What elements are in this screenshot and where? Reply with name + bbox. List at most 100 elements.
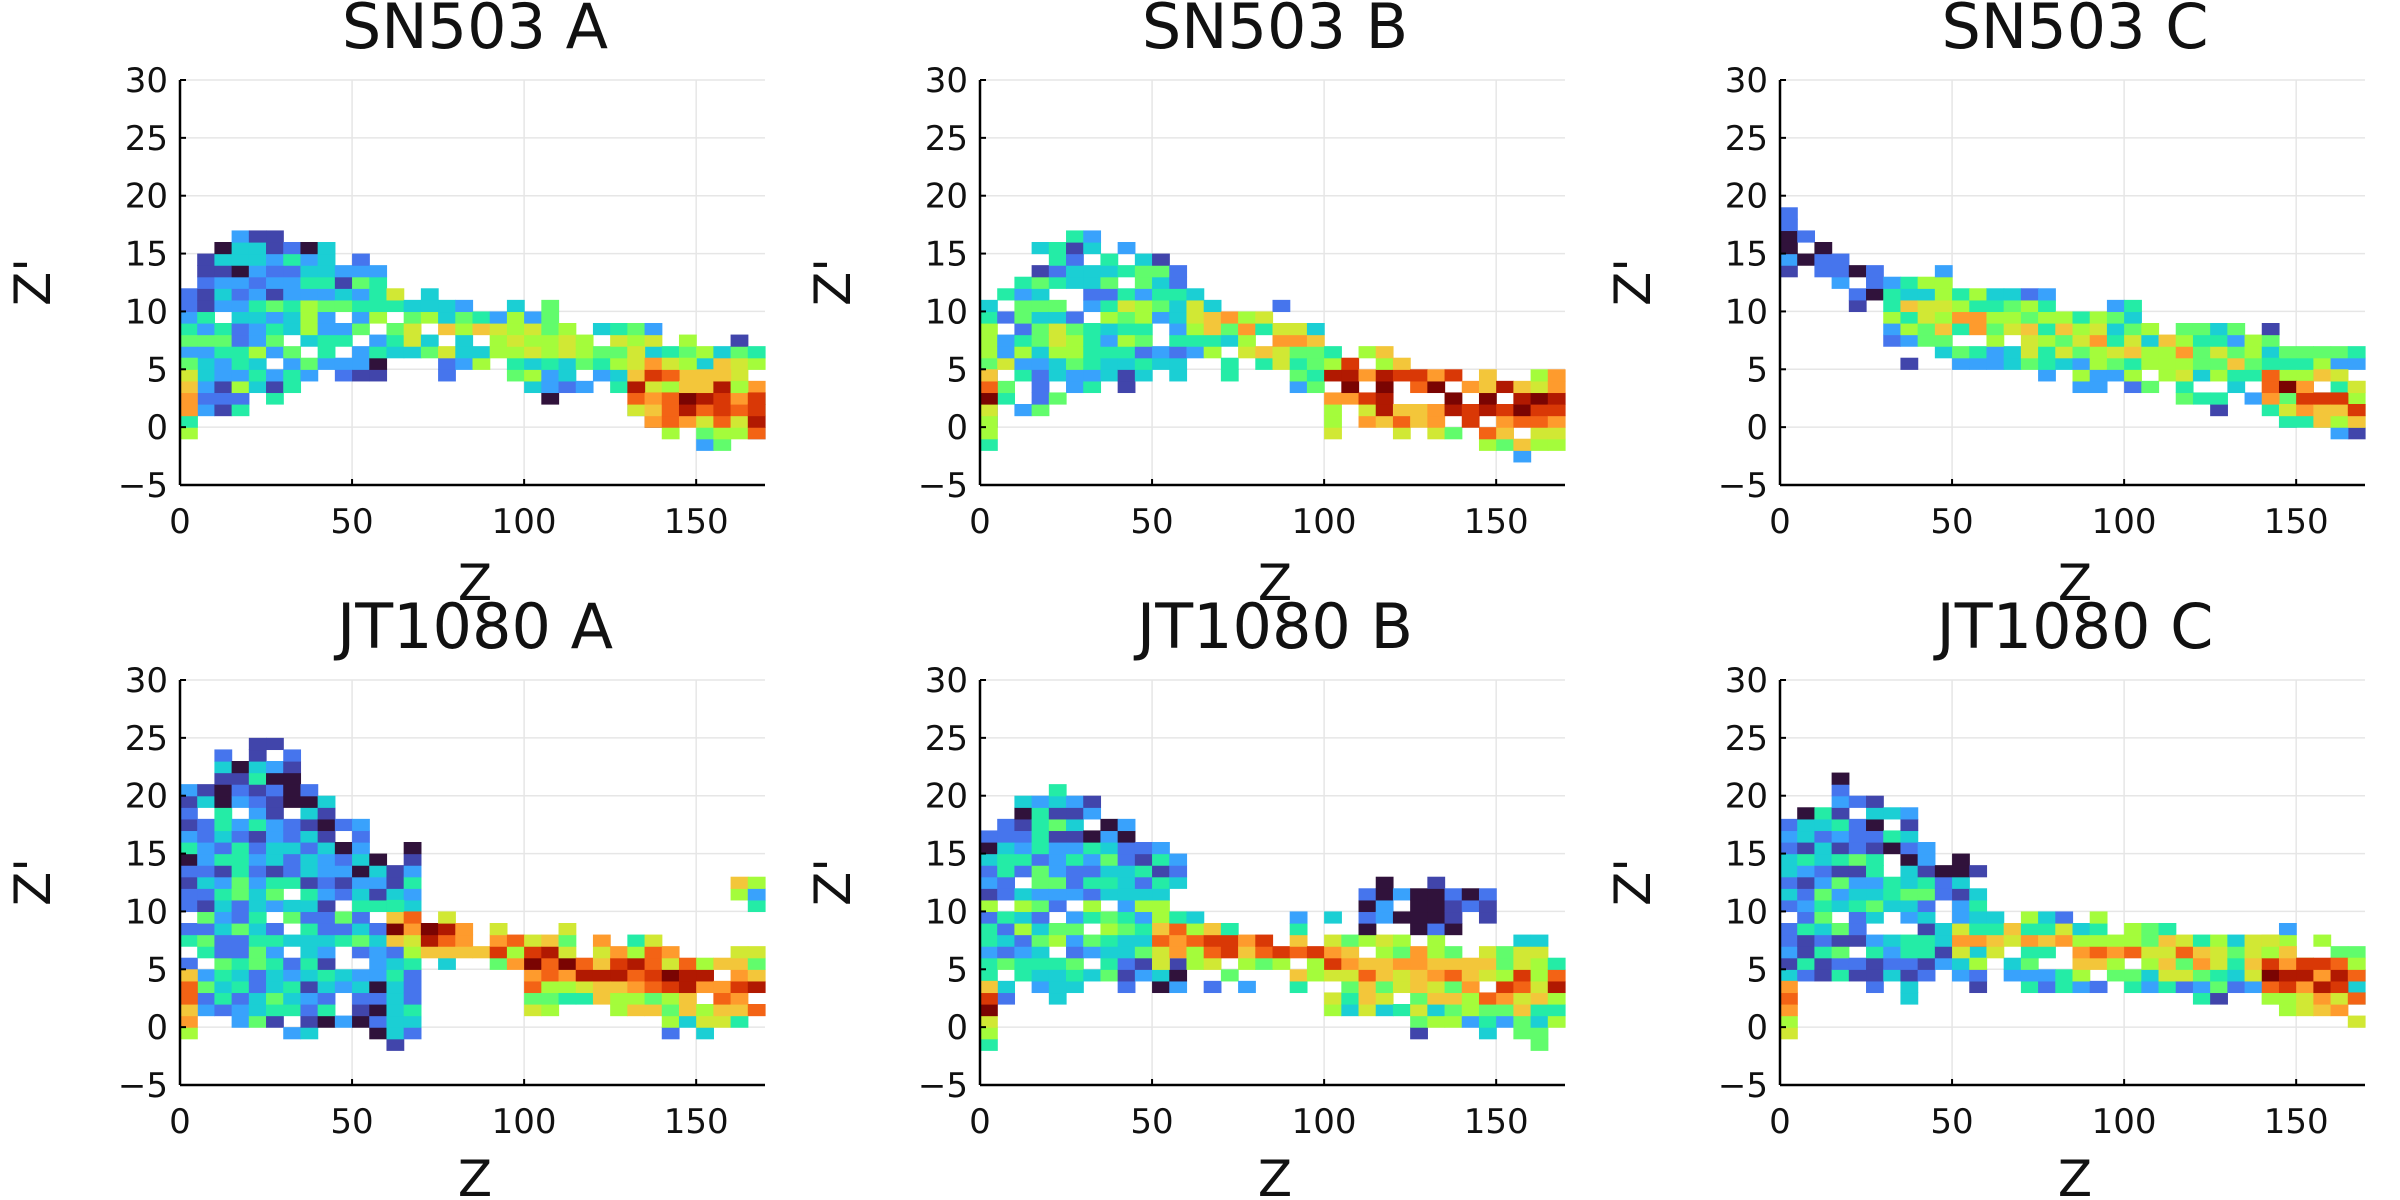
heatmap-cell <box>1134 253 1153 266</box>
heatmap-cell <box>1169 299 1188 313</box>
heatmap-cell <box>1780 899 1798 913</box>
heatmap-cell <box>2278 369 2297 382</box>
heatmap-cell <box>558 969 577 982</box>
heatmap-cell <box>1117 357 1136 370</box>
heatmap-cell <box>1048 253 1067 266</box>
heatmap-cell <box>2141 980 2160 994</box>
heatmap-cell <box>438 369 456 382</box>
x-tick-label: 50 <box>330 1102 373 1142</box>
y-tick-label: 10 <box>1725 892 1768 932</box>
heatmap-cell <box>2175 357 2194 370</box>
heatmap-cell <box>980 853 998 866</box>
heatmap-cell <box>1014 311 1033 324</box>
heatmap-cell <box>197 830 216 843</box>
heatmap-cell <box>644 369 663 382</box>
heatmap-cell <box>2020 980 2039 994</box>
heatmap-cell <box>1117 299 1136 313</box>
heatmap-cell <box>2020 946 2039 959</box>
x-tick-label: 0 <box>169 502 191 542</box>
heatmap-cell <box>1952 357 1970 370</box>
heatmap-cell <box>266 934 284 947</box>
heatmap-cell <box>747 346 766 359</box>
heatmap-cell <box>1117 957 1136 970</box>
heatmap-cell <box>1048 784 1067 797</box>
heatmap-cell <box>541 346 560 359</box>
heatmap-cell <box>2347 392 2366 405</box>
heatmap-cell <box>369 288 388 301</box>
heatmap-cell <box>438 911 456 924</box>
heatmap-cell <box>558 380 577 394</box>
heatmap-cell <box>1952 957 1970 970</box>
heatmap-cell <box>610 1004 628 1017</box>
heatmap-cell <box>2261 946 2280 959</box>
heatmap-cell <box>1848 934 1867 947</box>
x-tick-label: 100 <box>1292 1102 1357 1142</box>
heatmap-cell <box>2261 380 2280 394</box>
heatmap-cell <box>1780 888 1798 901</box>
heatmap-cell <box>1513 380 1532 394</box>
y-tick-label: 10 <box>1725 292 1768 332</box>
heatmap-cell <box>2158 934 2177 947</box>
heatmap-cell <box>2106 323 2125 336</box>
heatmap-cell <box>1100 934 1119 947</box>
heatmap-cell <box>1848 911 1867 924</box>
heatmap-cell <box>1969 946 1988 959</box>
heatmap-cell <box>980 1004 998 1017</box>
heatmap-cell <box>1900 334 1919 347</box>
heatmap-cell <box>1358 888 1377 901</box>
heatmap-cell <box>1358 969 1377 982</box>
heatmap-cell <box>2124 980 2142 994</box>
x-tick-label: 100 <box>2092 1102 2157 1142</box>
heatmap-cell <box>197 795 216 808</box>
heatmap-cell <box>300 357 319 370</box>
heatmap-cell <box>610 369 628 382</box>
heatmap-cell <box>283 749 302 762</box>
heatmap-cell <box>300 276 319 289</box>
heatmap-cell <box>1513 969 1532 982</box>
heatmap-cell <box>1152 888 1170 901</box>
heatmap-cell <box>730 334 749 347</box>
heatmap-cell <box>980 865 998 878</box>
heatmap-cell <box>1169 980 1188 994</box>
heatmap-cell <box>2330 380 2349 394</box>
heatmap-cell <box>180 1015 198 1028</box>
heatmap-cell <box>2141 357 2160 370</box>
heatmap-cell <box>180 830 198 843</box>
heatmap-cell <box>1496 992 1514 1005</box>
heatmap-cell <box>1952 969 1970 982</box>
heatmap-cell <box>1478 380 1497 394</box>
heatmap-cell <box>214 888 233 901</box>
heatmap-cell <box>1969 288 1988 301</box>
heatmap-cell <box>1031 795 1050 808</box>
heatmap-cell <box>1496 957 1514 970</box>
heatmap-cell <box>180 795 198 808</box>
heatmap-cell <box>352 276 370 289</box>
heatmap-cell <box>214 934 233 947</box>
y-tick-label: 15 <box>925 235 968 275</box>
x-tick-label: 100 <box>2092 502 2157 542</box>
heatmap-cell <box>2141 957 2160 970</box>
heatmap-cell <box>1134 911 1153 924</box>
heatmap-cell <box>1358 923 1377 936</box>
heatmap-cell <box>248 923 267 936</box>
heatmap-cell <box>980 438 998 451</box>
heatmap-cell <box>197 980 216 994</box>
heatmap-cell <box>524 957 542 970</box>
heatmap-cell <box>180 807 198 820</box>
heatmap-cell <box>1530 1027 1549 1040</box>
heatmap-cell <box>592 369 611 382</box>
heatmap-cell <box>266 380 284 394</box>
heatmap-cell <box>300 888 319 901</box>
heatmap-cell <box>300 1015 319 1028</box>
heatmap-cell <box>524 311 542 324</box>
heatmap-cell <box>1014 934 1033 947</box>
heatmap-cell <box>1341 369 1360 382</box>
heatmap-cell <box>610 357 628 370</box>
heatmap-cell <box>1169 311 1188 324</box>
heatmap-cell <box>1238 934 1256 947</box>
heatmap-cell <box>1169 334 1188 347</box>
heatmap-cell <box>1866 818 1884 832</box>
heatmap-cell <box>1014 946 1033 959</box>
heatmap-cell <box>1117 346 1136 359</box>
